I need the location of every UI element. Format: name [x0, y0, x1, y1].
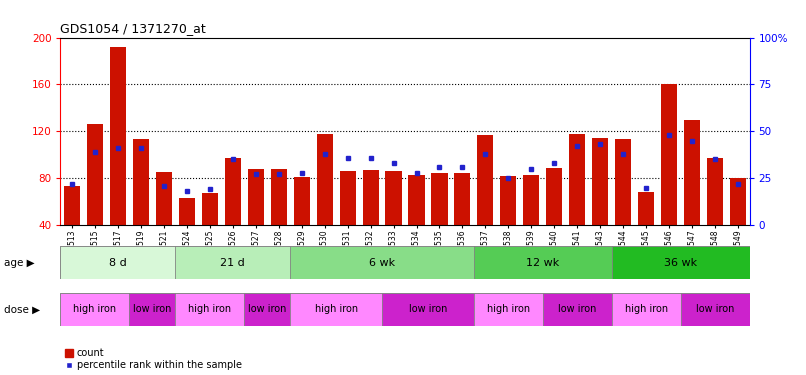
Text: low iron: low iron — [248, 304, 286, 314]
Text: 6 wk: 6 wk — [369, 258, 395, 267]
Bar — [612, 246, 750, 279]
Bar — [60, 292, 129, 326]
Bar — [680, 292, 750, 326]
Bar — [455, 173, 471, 225]
Text: 21 d: 21 d — [220, 258, 245, 267]
Bar — [129, 292, 176, 326]
Text: high iron: high iron — [188, 304, 231, 314]
Bar — [244, 292, 290, 326]
Bar — [638, 192, 654, 225]
Bar — [684, 120, 700, 225]
Bar — [474, 246, 612, 279]
Bar — [542, 292, 612, 326]
Bar — [363, 170, 379, 225]
Text: 8 d: 8 d — [109, 258, 127, 267]
Bar — [225, 158, 241, 225]
Bar — [133, 140, 149, 225]
Bar — [382, 292, 474, 326]
Bar — [661, 84, 677, 225]
Bar — [179, 198, 195, 225]
Bar — [290, 246, 474, 279]
Bar — [431, 173, 447, 225]
Bar — [477, 135, 493, 225]
Bar — [87, 124, 103, 225]
Bar — [409, 175, 425, 225]
Bar — [592, 138, 609, 225]
Bar — [110, 47, 126, 225]
Bar — [202, 194, 218, 225]
Text: 36 wk: 36 wk — [664, 258, 697, 267]
Bar — [317, 134, 333, 225]
Bar — [569, 134, 585, 225]
Bar — [339, 171, 355, 225]
Text: low iron: low iron — [409, 304, 447, 314]
Bar — [612, 292, 680, 326]
Text: high iron: high iron — [73, 304, 117, 314]
Text: high iron: high iron — [314, 304, 358, 314]
Text: high iron: high iron — [487, 304, 530, 314]
Bar — [730, 178, 746, 225]
Bar — [247, 169, 264, 225]
Bar — [175, 246, 290, 279]
Text: dose ▶: dose ▶ — [4, 304, 40, 314]
Legend: count, percentile rank within the sample: count, percentile rank within the sample — [65, 348, 242, 370]
Text: 12 wk: 12 wk — [526, 258, 559, 267]
Text: low iron: low iron — [558, 304, 596, 314]
Text: low iron: low iron — [133, 304, 172, 314]
Bar — [293, 177, 310, 225]
Bar — [707, 158, 723, 225]
Bar — [474, 292, 542, 326]
Text: high iron: high iron — [625, 304, 668, 314]
Bar — [546, 168, 563, 225]
Text: age ▶: age ▶ — [4, 258, 35, 267]
Text: GDS1054 / 1371270_at: GDS1054 / 1371270_at — [60, 22, 206, 35]
Bar — [501, 176, 517, 225]
Bar — [156, 172, 172, 225]
Bar — [64, 186, 80, 225]
Bar — [271, 169, 287, 225]
Bar — [60, 246, 175, 279]
Bar — [175, 292, 244, 326]
Bar — [523, 175, 539, 225]
Bar — [290, 292, 382, 326]
Bar — [615, 140, 631, 225]
Bar — [385, 171, 401, 225]
Text: low iron: low iron — [696, 304, 734, 314]
